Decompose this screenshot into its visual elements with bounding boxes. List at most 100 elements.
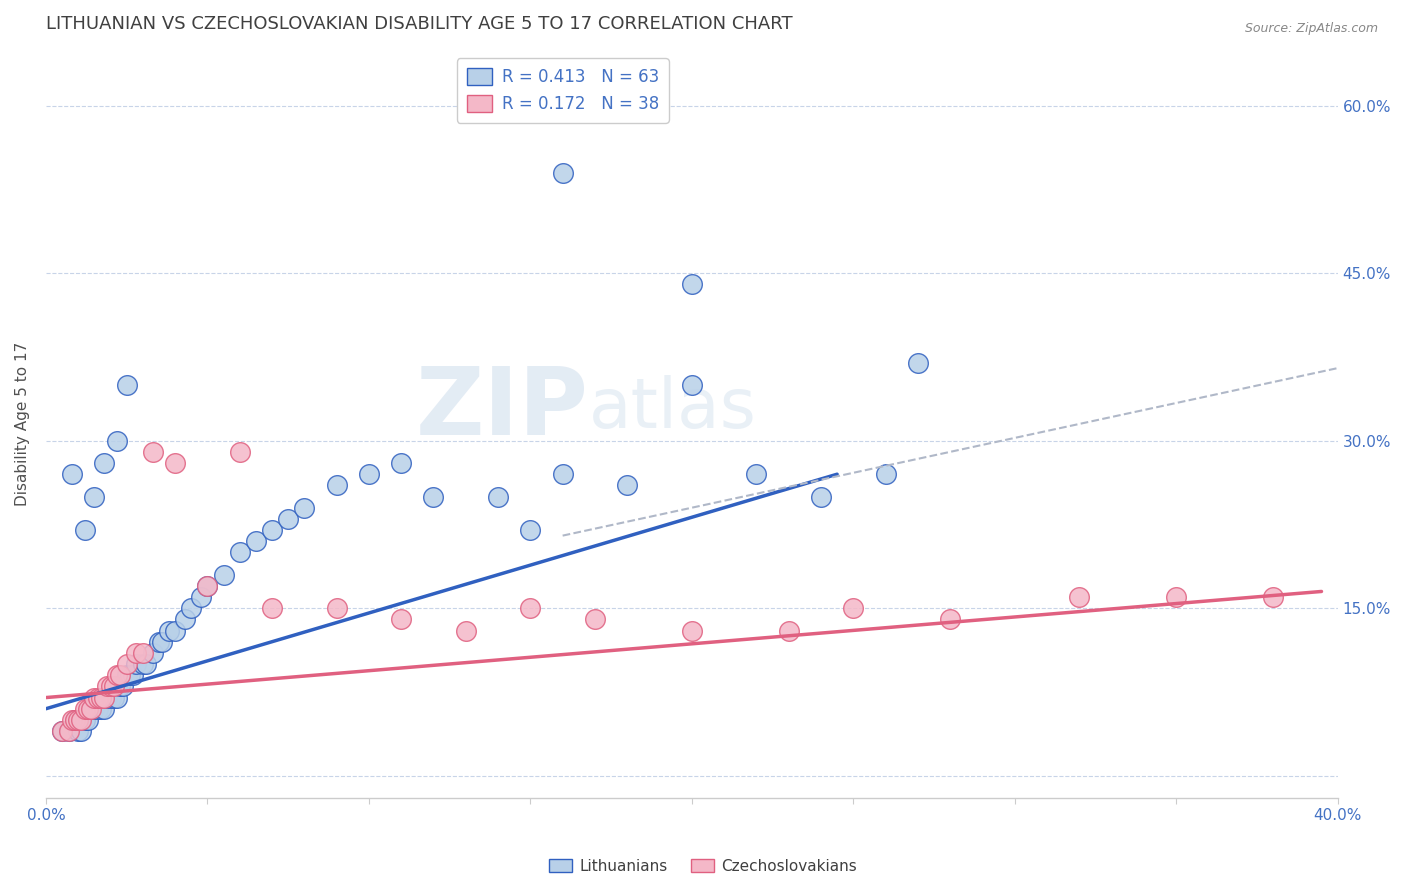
- Point: [115, 377, 138, 392]
- Point: [125, 657, 148, 671]
- Point: [907, 355, 929, 369]
- Point: [132, 646, 155, 660]
- Point: [148, 634, 170, 648]
- Point: [616, 478, 638, 492]
- Point: [90, 690, 112, 705]
- Point: [681, 277, 703, 292]
- Point: [67, 713, 90, 727]
- Point: [80, 702, 103, 716]
- Point: [173, 612, 195, 626]
- Point: [389, 612, 412, 626]
- Point: [73, 523, 96, 537]
- Point: [681, 377, 703, 392]
- Point: [60, 713, 83, 727]
- Point: [105, 668, 128, 682]
- Point: [165, 624, 187, 638]
- Point: [60, 467, 83, 482]
- Point: [277, 512, 299, 526]
- Point: [1069, 590, 1091, 604]
- Point: [197, 579, 219, 593]
- Legend: R = 0.413   N = 63, R = 0.172   N = 38: R = 0.413 N = 63, R = 0.172 N = 38: [457, 58, 669, 123]
- Text: Source: ZipAtlas.com: Source: ZipAtlas.com: [1244, 22, 1378, 36]
- Point: [551, 166, 574, 180]
- Point: [583, 612, 606, 626]
- Text: LITHUANIAN VS CZECHOSLOVAKIAN DISABILITY AGE 5 TO 17 CORRELATION CHART: LITHUANIAN VS CZECHOSLOVAKIAN DISABILITY…: [46, 15, 793, 33]
- Text: ZIP: ZIP: [416, 363, 589, 455]
- Point: [83, 490, 105, 504]
- Point: [112, 679, 135, 693]
- Point: [80, 702, 103, 716]
- Point: [93, 690, 115, 705]
- Point: [132, 657, 155, 671]
- Point: [70, 713, 93, 727]
- Point: [93, 702, 115, 716]
- Point: [745, 467, 768, 482]
- Point: [325, 478, 347, 492]
- Point: [486, 490, 509, 504]
- Point: [150, 634, 173, 648]
- Point: [100, 679, 122, 693]
- Point: [96, 690, 118, 705]
- Point: [105, 679, 128, 693]
- Point: [90, 702, 112, 716]
- Point: [51, 724, 73, 739]
- Point: [810, 490, 832, 504]
- Point: [197, 579, 219, 593]
- Y-axis label: Disability Age 5 to 17: Disability Age 5 to 17: [15, 342, 30, 506]
- Point: [228, 445, 250, 459]
- Point: [212, 567, 235, 582]
- Point: [292, 500, 315, 515]
- Point: [245, 534, 267, 549]
- Point: [110, 679, 132, 693]
- Point: [454, 624, 477, 638]
- Point: [93, 456, 115, 470]
- Point: [1261, 590, 1284, 604]
- Point: [519, 523, 541, 537]
- Point: [141, 445, 163, 459]
- Point: [551, 467, 574, 482]
- Point: [96, 679, 118, 693]
- Point: [105, 434, 128, 448]
- Text: atlas: atlas: [589, 376, 756, 442]
- Point: [100, 690, 122, 705]
- Point: [51, 724, 73, 739]
- Point: [63, 713, 86, 727]
- Point: [73, 702, 96, 716]
- Point: [110, 668, 132, 682]
- Point: [115, 657, 138, 671]
- Point: [103, 679, 125, 693]
- Point: [77, 702, 100, 716]
- Point: [260, 601, 283, 615]
- Point: [86, 702, 108, 716]
- Point: [70, 724, 93, 739]
- Legend: Lithuanians, Czechoslovakians: Lithuanians, Czechoslovakians: [543, 853, 863, 880]
- Point: [875, 467, 897, 482]
- Point: [1166, 590, 1188, 604]
- Point: [422, 490, 444, 504]
- Point: [58, 724, 80, 739]
- Point: [180, 601, 202, 615]
- Point: [118, 668, 141, 682]
- Point: [357, 467, 380, 482]
- Point: [165, 456, 187, 470]
- Point: [105, 690, 128, 705]
- Point: [842, 601, 865, 615]
- Point: [939, 612, 962, 626]
- Point: [325, 601, 347, 615]
- Point: [58, 724, 80, 739]
- Point: [77, 713, 100, 727]
- Point: [389, 456, 412, 470]
- Point: [67, 713, 90, 727]
- Point: [83, 690, 105, 705]
- Point: [83, 702, 105, 716]
- Point: [519, 601, 541, 615]
- Point: [122, 668, 145, 682]
- Point: [681, 624, 703, 638]
- Point: [73, 713, 96, 727]
- Point: [141, 646, 163, 660]
- Point: [103, 690, 125, 705]
- Point: [778, 624, 800, 638]
- Point: [260, 523, 283, 537]
- Point: [115, 668, 138, 682]
- Point: [190, 590, 212, 604]
